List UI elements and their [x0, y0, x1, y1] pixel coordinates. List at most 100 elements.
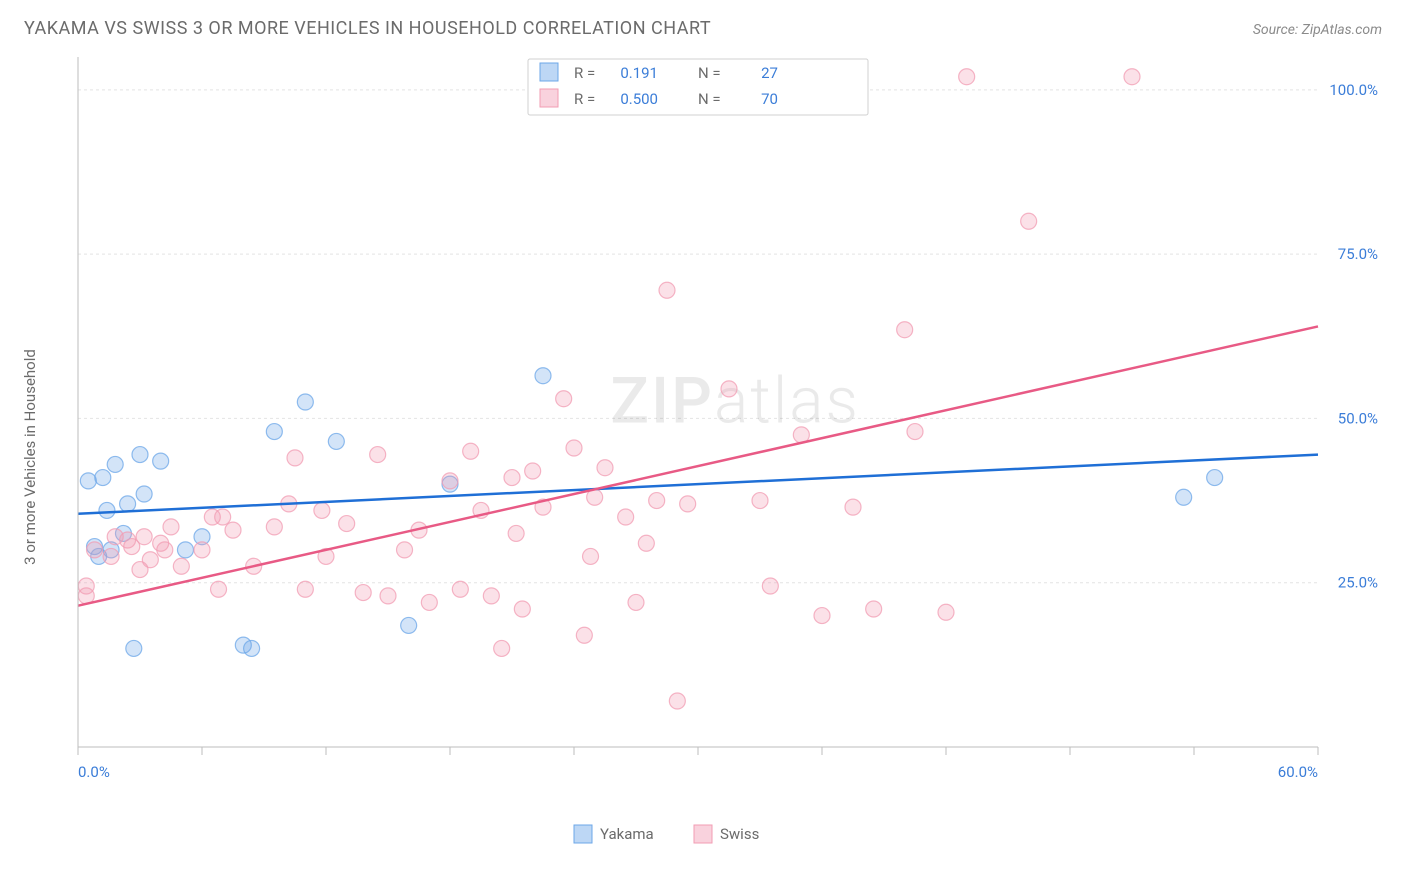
data-point [136, 486, 152, 502]
data-point [421, 594, 437, 610]
data-point [762, 578, 778, 594]
data-point [535, 368, 551, 384]
x-tick-label: 0.0% [78, 763, 110, 781]
svg-text:27: 27 [761, 64, 778, 82]
data-point [1021, 213, 1037, 229]
data-point [370, 447, 386, 463]
data-point [566, 440, 582, 456]
data-point [525, 463, 541, 479]
data-point [669, 693, 685, 709]
data-point [126, 640, 142, 656]
data-point [328, 433, 344, 449]
data-point [107, 456, 123, 472]
data-point [215, 509, 231, 525]
legend-label: Yakama [600, 825, 654, 843]
data-point [752, 493, 768, 509]
svg-text:N =: N = [698, 64, 721, 82]
data-point [628, 594, 644, 610]
svg-text:0.500: 0.500 [620, 90, 658, 108]
data-point [514, 601, 530, 617]
data-point [266, 519, 282, 535]
data-point [494, 640, 510, 656]
y-axis-label: 3 or more Vehicles in Household [21, 349, 39, 565]
data-point [87, 542, 103, 558]
watermark: ZIPatlas [610, 364, 860, 439]
svg-text:0.191: 0.191 [620, 64, 658, 82]
svg-text:R =: R = [574, 90, 595, 108]
data-point [80, 473, 96, 489]
data-point [401, 617, 417, 633]
legend-swatch [540, 63, 558, 81]
y-tick-label: 75.0% [1338, 245, 1378, 263]
data-point [225, 522, 241, 538]
data-point [576, 627, 592, 643]
data-point [99, 502, 115, 518]
data-point [244, 640, 260, 656]
data-point [483, 588, 499, 604]
chart-area: 3 or more Vehicles in Household ZIPatlas… [20, 47, 1386, 867]
svg-text:70: 70 [761, 90, 778, 108]
data-point [173, 558, 189, 574]
data-point [659, 282, 675, 298]
svg-text:R =: R = [574, 64, 595, 82]
data-point [721, 381, 737, 397]
data-point [583, 548, 599, 564]
data-point [103, 548, 119, 564]
data-point [95, 470, 111, 486]
data-point [897, 322, 913, 338]
data-point [508, 525, 524, 541]
data-point [297, 394, 313, 410]
legend-swatch [694, 825, 712, 843]
legend-label: Swiss [720, 825, 759, 843]
data-point [556, 391, 572, 407]
data-point [814, 608, 830, 624]
data-point [136, 529, 152, 545]
data-point [397, 542, 413, 558]
y-tick-label: 25.0% [1338, 574, 1378, 592]
data-point [194, 542, 210, 558]
data-point [1176, 489, 1192, 505]
data-point [1207, 470, 1223, 486]
data-point [442, 473, 458, 489]
legend-series: Yakama Swiss [574, 825, 759, 843]
data-point [463, 443, 479, 459]
legend-stats: R = 0.191 N = 27 R = 0.500 N = 70 [528, 59, 868, 115]
data-point [314, 502, 330, 518]
data-point [211, 581, 227, 597]
data-point [355, 585, 371, 601]
data-point [504, 470, 520, 486]
legend-swatch [574, 825, 592, 843]
data-point [649, 493, 665, 509]
data-point [638, 535, 654, 551]
data-point [287, 450, 303, 466]
legend-swatch [540, 89, 558, 107]
data-point [680, 496, 696, 512]
data-point [959, 69, 975, 85]
data-point [866, 601, 882, 617]
data-point [163, 519, 179, 535]
chart-source: Source: ZipAtlas.com [1253, 22, 1382, 38]
svg-text:N =: N = [698, 90, 721, 108]
data-point [177, 542, 193, 558]
chart-title: YAKAMA VS SWISS 3 OR MORE VEHICLES IN HO… [24, 18, 711, 39]
data-point [153, 453, 169, 469]
data-point [266, 424, 282, 440]
x-tick-label: 60.0% [1278, 763, 1318, 781]
data-point [618, 509, 634, 525]
data-point [452, 581, 468, 597]
data-point [938, 604, 954, 620]
data-point [597, 460, 613, 476]
data-point [142, 552, 158, 568]
data-point [339, 516, 355, 532]
chart-header: YAKAMA VS SWISS 3 OR MORE VEHICLES IN HO… [20, 18, 1386, 47]
y-tick-label: 50.0% [1338, 409, 1378, 427]
data-point [132, 447, 148, 463]
data-point [845, 499, 861, 515]
data-point [120, 496, 136, 512]
y-tick-label: 100.0% [1329, 81, 1378, 99]
data-point [907, 424, 923, 440]
data-point [1124, 69, 1140, 85]
scatter-plot: ZIPatlas 0.0% 60.0% 25.0% 50.0% 75.0% 100.0% R … [68, 47, 1388, 857]
data-point [157, 542, 173, 558]
data-point [380, 588, 396, 604]
